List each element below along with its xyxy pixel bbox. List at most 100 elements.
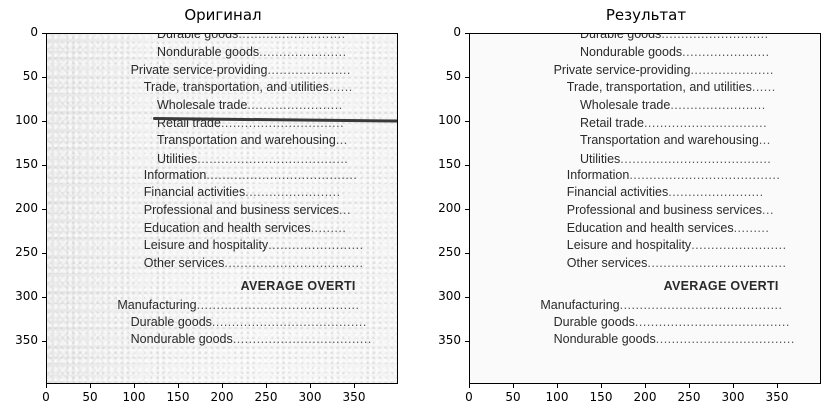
y-tick-mark	[465, 209, 469, 210]
result-doc-line-text: Nondurable goods	[553, 332, 656, 347]
original-doc-line-text: Durable goods	[157, 33, 239, 41]
result-doc-line: Wholesale trade........................	[580, 99, 766, 112]
original-doc-line: Information.............................…	[144, 169, 358, 182]
result-doc-line-text: Utilities	[580, 151, 621, 166]
original-doc-line-text: Information	[143, 167, 207, 182]
x-tick-mark	[134, 384, 135, 388]
result-doc-line: Retail trade............................…	[580, 117, 767, 130]
original-doc-line-text: Leisure and hospitality	[143, 238, 269, 253]
result-doc-line-dots: ......................................	[629, 167, 781, 182]
y-tick-label: 300	[438, 289, 461, 303]
y-tick-label: 300	[15, 289, 38, 303]
x-tick-label: 100	[122, 390, 146, 404]
right-panel-title: Результат	[605, 6, 687, 24]
original-doc-line-dots: ...........................	[238, 33, 346, 41]
x-tick-label: 50	[505, 390, 521, 404]
result-doc-line-text: Transportation and warehousing	[580, 133, 759, 148]
original-doc-line-dots: .......................................	[211, 314, 367, 329]
original-doc-line-text: Wholesale trade	[157, 98, 248, 113]
result-doc-line: Information.............................…	[567, 169, 781, 182]
result-doc-line-text: Trade, transportation, and utilities	[566, 79, 752, 94]
x-tick-label: 150	[589, 390, 613, 404]
original-doc-line-dots: ......	[328, 79, 353, 94]
y-tick-mark	[42, 297, 46, 298]
original-doc-line: Trade, transportation, and utilities....…	[144, 81, 353, 94]
result-doc-line: Manufacturing...........................…	[540, 299, 782, 312]
x-tick-mark	[733, 384, 734, 388]
y-tick-label: 250	[438, 245, 461, 259]
result-doc-line-dots: ...................................	[647, 255, 787, 270]
original-doc-line: Utilities...............................…	[157, 153, 348, 166]
original-doc-line-text: Utilities	[157, 151, 198, 166]
original-doc-line-text: Professional and business services	[143, 203, 340, 217]
x-tick-mark	[469, 384, 470, 388]
x-tick-label: 50	[82, 390, 98, 404]
result-doc-line-text: Durable goods	[580, 33, 662, 41]
y-tick-mark	[465, 297, 469, 298]
x-tick-mark	[178, 384, 179, 388]
x-tick-mark	[557, 384, 558, 388]
y-tick-mark	[42, 253, 46, 254]
original-doc-line-dots: ........................	[268, 238, 364, 253]
x-tick-label: 0	[465, 390, 473, 404]
result-doc-line-dots: ........................	[670, 98, 766, 113]
original-doc-line-dots: ........................	[245, 185, 341, 200]
original-doc-line-text: Education and health services	[143, 220, 311, 235]
original-doc-line-dots: .........	[310, 220, 347, 235]
original-doc-line-text: Private service-providing	[130, 63, 268, 78]
original-doc-line-dots: ......................	[259, 44, 347, 59]
original-doc-line-dots: ...	[339, 203, 351, 217]
result-doc-line: Other services..........................…	[567, 257, 787, 270]
original-doc-line: Financial activities....................…	[144, 186, 341, 199]
y-tick-label: 350	[438, 333, 461, 347]
original-doc-line: Professional and business services...	[144, 204, 351, 217]
y-tick-mark	[42, 121, 46, 122]
result-doc-line: Nondurable goods......................	[580, 44, 770, 59]
result-doc-line-text: Financial activities	[566, 185, 669, 200]
result-doc-line-text: Education and health services	[566, 220, 734, 235]
result-doc-line-text: Other services	[566, 255, 648, 270]
original-doc-line-text: Nondurable goods	[130, 332, 233, 347]
x-tick-label: 300	[721, 390, 745, 404]
y-tick-mark	[465, 165, 469, 166]
y-tick-label: 200	[15, 201, 38, 215]
y-tick-mark	[465, 33, 469, 34]
y-tick-mark	[42, 33, 46, 34]
original-doc-line: Education and health services.........	[143, 220, 347, 235]
result-doc-line: Leisure and hospitality.................…	[567, 239, 787, 252]
y-tick-mark	[465, 77, 469, 78]
result-doc-line-dots: ........................................…	[619, 298, 783, 313]
original-doc-line: Manufacturing...........................…	[117, 299, 359, 312]
result-doc-line-dots: .........	[733, 220, 770, 235]
original-doc-line-text: Nondurable goods	[157, 44, 260, 59]
x-tick-label: 200	[633, 390, 657, 404]
result-doc-line-dots: ......................................	[620, 151, 772, 166]
original-doc-line-dots: ........................................…	[196, 298, 360, 313]
result-doc-line-text: Information	[566, 167, 630, 182]
result-doc-line-text: Professional and business services	[566, 203, 763, 217]
original-doc-line: Durable goods...........................…	[131, 316, 367, 329]
original-doc-line: Wholesale trade........................	[157, 99, 343, 112]
y-tick-label: 50	[445, 69, 461, 83]
y-tick-mark	[42, 341, 46, 342]
result-doc-line-dots: ......................	[682, 44, 770, 59]
result-doc-line-text: Leisure and hospitality	[566, 238, 692, 253]
original-doc-line-text: Trade, transportation, and utilities	[143, 79, 329, 94]
result-doc-line: Professional and business services...	[567, 204, 774, 217]
original-doc-line: Transportation and warehousing...	[157, 134, 348, 147]
y-tick-label: 0	[30, 25, 38, 39]
result-doc-line-dots: ...	[762, 203, 774, 217]
x-tick-label: 100	[545, 390, 569, 404]
original-doc-line-text: Financial activities	[143, 185, 246, 200]
x-tick-label: 200	[210, 390, 234, 404]
original-doc-line-dots: ...................................	[232, 332, 372, 347]
y-tick-mark	[42, 165, 46, 166]
original-doc-line: Leisure and hospitality.................…	[144, 239, 364, 252]
x-tick-mark	[222, 384, 223, 388]
x-tick-label: 150	[166, 390, 190, 404]
y-tick-label: 250	[15, 245, 38, 259]
x-tick-mark	[645, 384, 646, 388]
original-doc-line: Nondurable goods........................…	[131, 333, 372, 346]
result-doc-line: Trade, transportation, and utilities....…	[567, 81, 776, 94]
